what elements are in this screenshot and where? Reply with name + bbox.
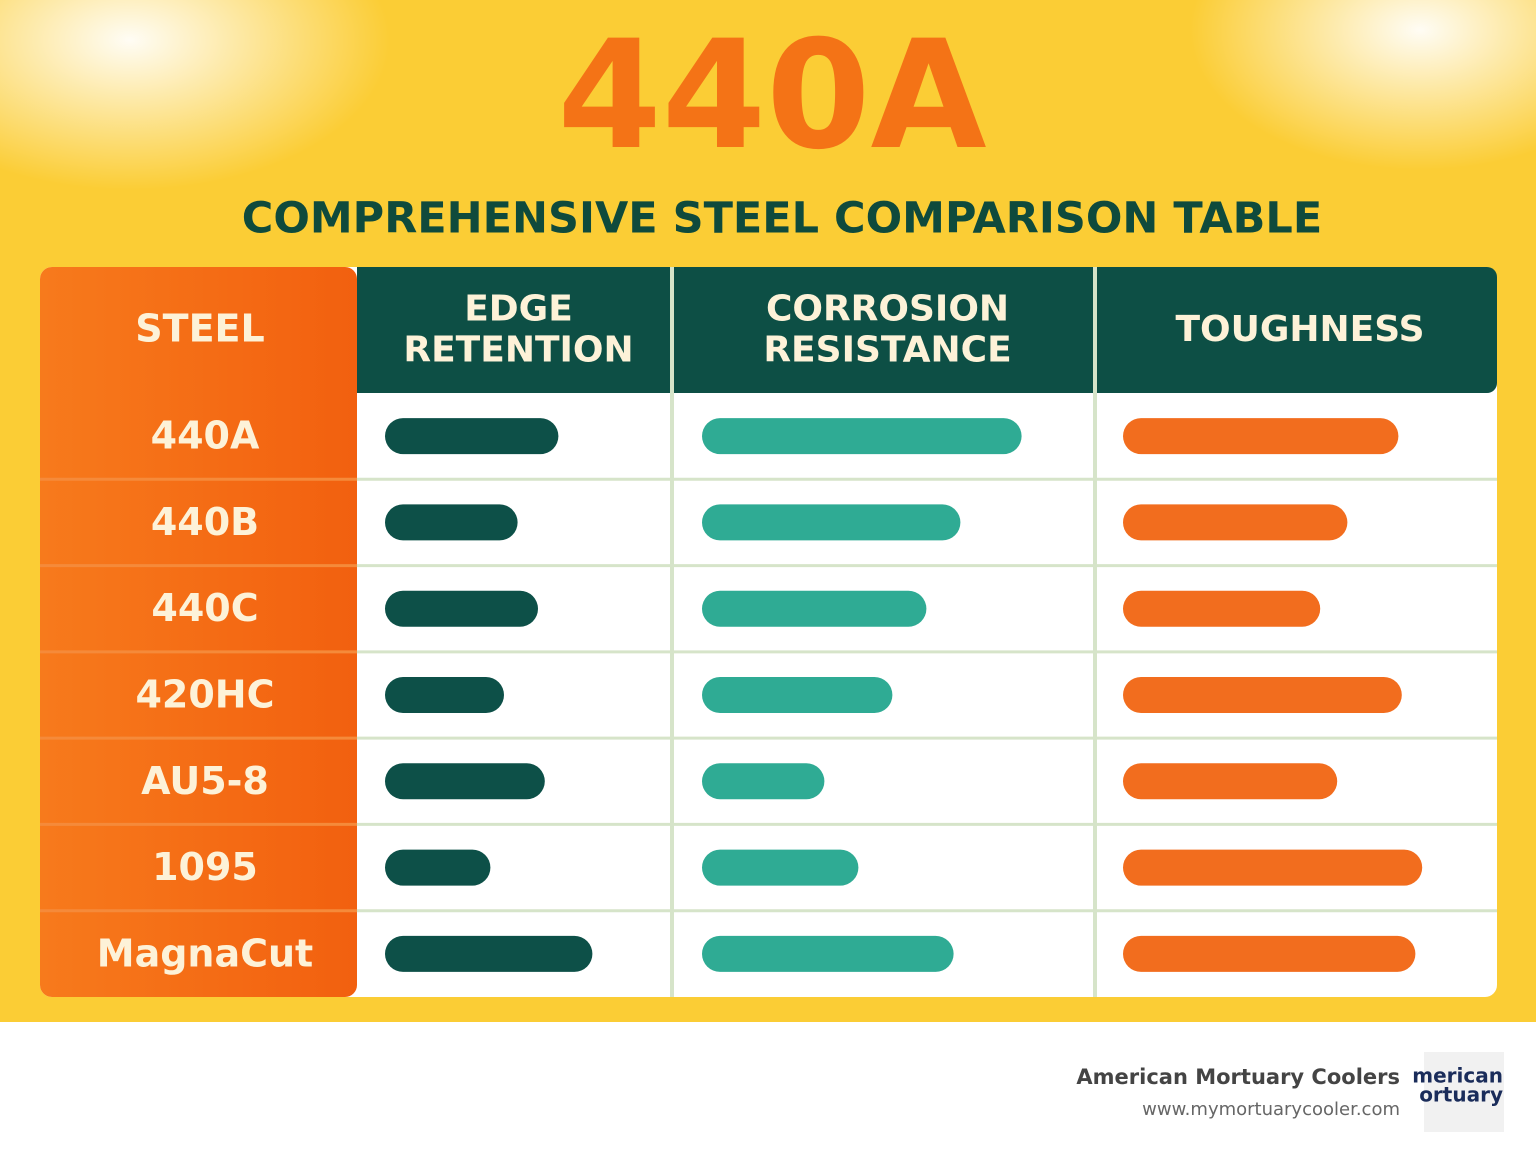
logo-text: ortuary: [1419, 1083, 1503, 1107]
steel-name: 1095: [152, 845, 258, 889]
bar: [385, 418, 559, 455]
subtitle: COMPREHENSIVE STEEL COMPARISON TABLE: [242, 194, 1322, 244]
header-label: CORROSION RESISTANCE: [763, 289, 1011, 371]
bar: [1123, 677, 1402, 713]
footer-bg: [0, 1022, 1536, 1154]
bar: [385, 763, 545, 800]
steel-column: [40, 267, 357, 997]
glow: [1190, 0, 1536, 170]
bar: [1123, 418, 1399, 455]
footer: American Mortuary Coolers www.mymortuary…: [1076, 1052, 1504, 1132]
steel-name: AU5-8: [141, 759, 269, 803]
steel-name: 440A: [151, 414, 260, 458]
bar: [702, 935, 954, 972]
url: www.mymortuarycooler.com: [1142, 1099, 1400, 1120]
steel-name: MagnaCut: [97, 931, 313, 975]
bar: [1123, 504, 1348, 541]
bar: [1123, 849, 1423, 886]
bar: [702, 418, 1022, 455]
logo: [1424, 1052, 1504, 1132]
bar: [1123, 590, 1321, 627]
logo-text: merican: [1412, 1064, 1503, 1088]
bar: [385, 590, 538, 627]
bar: [702, 590, 927, 627]
header-bg: [357, 267, 1497, 393]
header-label: EDGE RETENTION: [403, 289, 633, 371]
header-steel: STEEL: [135, 307, 264, 351]
bar: [1123, 935, 1416, 972]
bar: [385, 849, 491, 886]
steel-name: 420HC: [135, 673, 274, 717]
steel-name: 440B: [151, 500, 259, 544]
bar: [385, 677, 504, 713]
header-label: TOUGHNESS: [1175, 309, 1424, 350]
bar: [385, 504, 518, 541]
bar: [1123, 763, 1338, 800]
bar: [702, 849, 859, 886]
title: 440A: [557, 9, 986, 183]
company: American Mortuary Coolers: [1076, 1065, 1400, 1089]
bar: [385, 935, 593, 972]
steel-name: 440C: [151, 586, 258, 630]
bar: [702, 677, 893, 713]
header-bg: [357, 267, 377, 393]
bar: [702, 504, 961, 541]
glow: [0, 0, 390, 190]
bar: [702, 763, 825, 800]
